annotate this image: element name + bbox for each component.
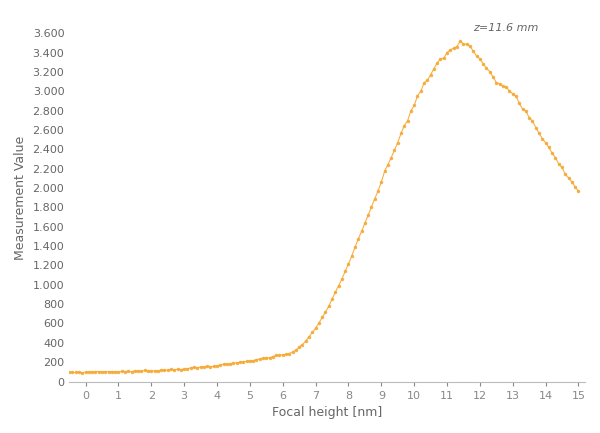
Y-axis label: Measurement Value: Measurement Value xyxy=(14,136,27,260)
X-axis label: Focal height [nm]: Focal height [nm] xyxy=(272,406,382,419)
Text: z=11.6 mm: z=11.6 mm xyxy=(473,23,539,33)
